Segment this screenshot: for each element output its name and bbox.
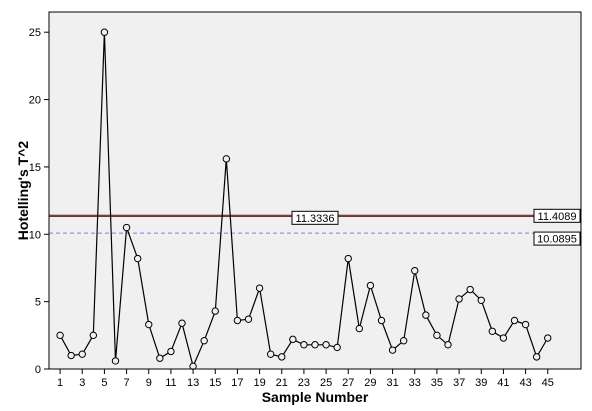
data-point xyxy=(222,155,231,163)
data-point xyxy=(56,331,64,340)
x-tick-label: 41 xyxy=(497,377,509,389)
x-axis: 1 3 5 7 9 11 13 15 17 19 21 23 25 27 29 31 33 35 37 39 41 43 4… xyxy=(57,369,554,389)
data-point xyxy=(366,281,375,290)
x-tick-label: 39 xyxy=(475,377,487,389)
data-point xyxy=(78,350,86,358)
data-point xyxy=(510,316,519,325)
x-tick-label: 21 xyxy=(276,377,288,389)
data-point xyxy=(388,346,397,354)
x-tick-label: 23 xyxy=(298,377,310,389)
data-point xyxy=(122,223,131,232)
x-tick-label: 5 xyxy=(101,377,107,389)
data-point xyxy=(477,296,485,304)
data-point xyxy=(233,316,242,325)
x-tick-label: 45 xyxy=(542,377,554,389)
data-point xyxy=(333,343,341,352)
x-tick-label: 19 xyxy=(253,377,265,389)
y-tick-label: 15 xyxy=(29,162,41,174)
data-point xyxy=(377,316,386,325)
x-tick-label: 27 xyxy=(342,377,354,389)
x-tick-label: 17 xyxy=(231,377,243,389)
data-point xyxy=(344,254,352,263)
data-point xyxy=(411,266,419,275)
data-point xyxy=(521,320,530,329)
x-tick-label: 29 xyxy=(364,377,376,389)
x-tick-label: 1 xyxy=(57,377,63,389)
x-tick-label: 37 xyxy=(453,377,465,389)
data-point xyxy=(422,311,430,319)
x-axis-title: Sample Number xyxy=(262,389,369,405)
data-point xyxy=(399,337,408,345)
x-tick-label: 35 xyxy=(431,377,443,389)
reference-label-text-2: 10.0895 xyxy=(537,234,577,246)
data-point xyxy=(488,327,497,335)
x-tick-label: 43 xyxy=(519,377,531,389)
data-point xyxy=(211,307,219,315)
x-tick-label: 31 xyxy=(386,377,398,389)
x-tick-label: 7 xyxy=(124,377,130,389)
data-point xyxy=(167,347,175,356)
data-point xyxy=(178,319,186,327)
y-tick-label: 0 xyxy=(35,364,41,376)
data-point xyxy=(300,341,308,349)
data-point xyxy=(200,337,208,345)
data-points xyxy=(56,28,552,371)
data-point xyxy=(255,284,264,292)
reference-label-0: 11.4089 xyxy=(533,208,581,223)
data-point xyxy=(444,341,452,349)
data-point xyxy=(355,324,364,333)
x-tick-label: 11 xyxy=(165,377,176,389)
data-point xyxy=(433,331,441,340)
data-point xyxy=(111,357,120,365)
x-tick-label: 3 xyxy=(79,377,85,389)
plot-frame xyxy=(48,11,582,370)
data-point xyxy=(532,353,541,361)
data-point xyxy=(311,341,319,349)
data-point xyxy=(278,353,286,361)
y-axis-title: Hotelling's T^2 xyxy=(15,141,31,241)
data-point xyxy=(100,28,109,36)
data-point xyxy=(266,350,275,358)
data-point xyxy=(244,315,253,323)
x-tick-label: 13 xyxy=(187,377,199,389)
data-point xyxy=(133,254,142,263)
data-point xyxy=(466,285,474,294)
data-point xyxy=(322,341,330,349)
reference-label-1: 11.3336 xyxy=(291,210,339,225)
data-point xyxy=(499,334,508,342)
x-tick-label: 25 xyxy=(320,377,332,389)
x-tick-label: 33 xyxy=(409,377,421,389)
y-tick-label: 25 xyxy=(29,27,41,39)
data-point xyxy=(145,320,153,329)
reference-label-text-1: 11.3336 xyxy=(296,213,335,225)
data-point xyxy=(289,335,297,344)
data-point xyxy=(156,354,164,362)
reference-label-text-0: 11.4089 xyxy=(538,211,577,223)
x-tick-label: 15 xyxy=(209,377,221,389)
plot-area xyxy=(49,12,581,369)
y-tick-label: 5 xyxy=(35,297,41,309)
data-point xyxy=(67,351,75,360)
reference-label-2: 10.0895 xyxy=(533,231,581,246)
reference-labels: 11.4089 11.3336 10.0895 xyxy=(291,208,581,246)
data-point xyxy=(89,331,98,340)
y-tick-label: 20 xyxy=(29,95,41,107)
x-tick-label: 9 xyxy=(146,377,152,389)
y-axis: 0 5 10 15 20 25 xyxy=(29,27,49,376)
data-point xyxy=(544,334,552,342)
y-tick-label: 10 xyxy=(29,229,41,241)
data-point xyxy=(455,295,463,303)
